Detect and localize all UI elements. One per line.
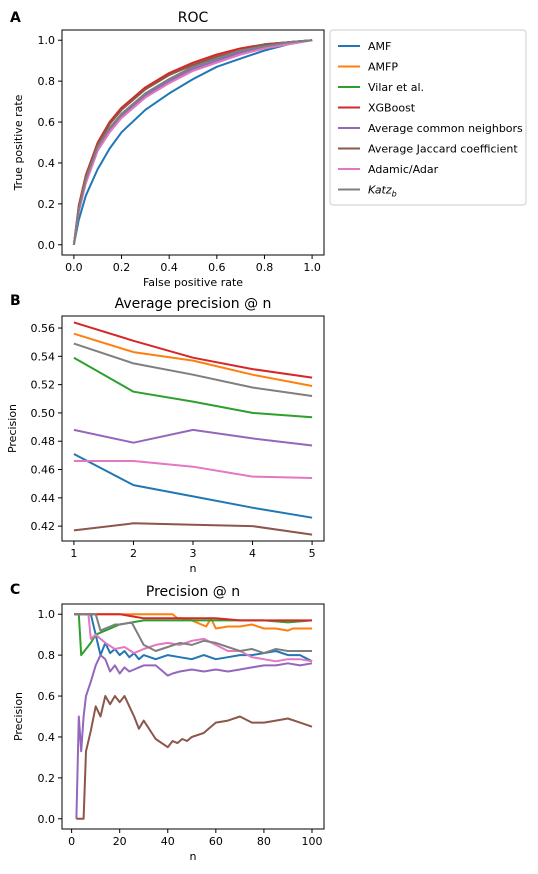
- chart-title: Average precision @ n: [115, 296, 272, 312]
- y-tick-label: 0.54: [31, 350, 56, 363]
- series-line-amf: [72, 39, 313, 245]
- legend-label: Katzb: [368, 184, 397, 199]
- legend-label: Adamic/Adar: [368, 163, 439, 176]
- series-line-3: [73, 321, 313, 379]
- y-tick-label: 0.2: [38, 198, 56, 211]
- panel-letter: C: [10, 582, 20, 598]
- series-line-5: [73, 522, 313, 536]
- chart-title: Precision @ n: [146, 584, 240, 600]
- y-tick-label: 0.6: [38, 690, 56, 703]
- panel-c: C Precision @ n 0 20 40 60 80 100 0.0 0.2 0.4 0.6 0.…: [10, 582, 325, 863]
- x-tick-label: 40: [161, 835, 175, 848]
- y-tick-label: 0.6: [38, 116, 56, 129]
- x-tick-label: 0.6: [208, 261, 226, 274]
- y-tick-label: 0.8: [38, 649, 56, 662]
- series-line-4: [75, 654, 313, 819]
- plot-frame: [61, 603, 325, 830]
- legend-label: Vilar et al.: [368, 81, 424, 94]
- y-tick-label: 0.46: [31, 464, 56, 477]
- x-tick-label: 100: [301, 835, 322, 848]
- plot-frame: [61, 315, 325, 542]
- x-tick-label: 60: [209, 835, 223, 848]
- x-axis-label: n: [190, 850, 197, 863]
- legend-label: Average Jaccard coefficient: [368, 143, 518, 156]
- y-tick-label: 0.56: [31, 322, 56, 335]
- panel-letter: B: [10, 293, 21, 309]
- series-line-2: [73, 356, 313, 419]
- x-tick-label: 0.8: [256, 261, 274, 274]
- legend-label: AMF: [368, 40, 391, 53]
- y-tick-label: 0.50: [31, 407, 56, 420]
- y-tick-label: 0.2: [38, 772, 56, 785]
- x-tick-label: 20: [113, 835, 127, 848]
- series-line-7: [74, 613, 312, 655]
- legend: AMF AMFP Vilar et al. XGBoost Average common…: [329, 29, 527, 206]
- y-tick-label: 1.0: [38, 34, 56, 47]
- y-tick-label: 0.52: [31, 379, 56, 392]
- x-tick-label: 1: [70, 547, 77, 560]
- x-tick-label: 1.0: [303, 261, 321, 274]
- y-tick-label: 0.0: [38, 239, 56, 252]
- series-line-6: [74, 613, 313, 663]
- x-tick-label: 0.4: [160, 261, 178, 274]
- y-tick-label: 0.8: [38, 75, 56, 88]
- y-tick-label: 1.0: [38, 608, 56, 621]
- series-line-3: [74, 613, 312, 622]
- x-tick-label: 80: [257, 835, 271, 848]
- panel-a: A ROC 0.0 0.2 0.4 0.6 0.8 1.0 0.0 0.2 0.4 0.6 0.8 1.0…: [10, 10, 527, 289]
- x-axis-label: False positive rate: [143, 276, 243, 289]
- legend-label: AMFP: [368, 61, 398, 74]
- x-tick-label: 0.2: [113, 261, 131, 274]
- series-line-adamic-adar: [72, 39, 313, 245]
- plot-frame: [61, 29, 325, 256]
- series-line-6: [73, 460, 313, 479]
- legend-box: [329, 29, 527, 206]
- y-axis-label: Precision: [12, 692, 25, 741]
- x-tick-label: 4: [249, 547, 256, 560]
- y-tick-label: 0.4: [38, 157, 56, 170]
- chart-title: ROC: [178, 10, 209, 26]
- y-tick-label: 0.44: [31, 492, 56, 505]
- x-tick-label: 2: [130, 547, 137, 560]
- y-axis-label: True positive rate: [12, 94, 25, 191]
- series-line-1: [73, 332, 313, 387]
- x-tick-label: 0.0: [65, 261, 83, 274]
- x-tick-label: 0: [68, 835, 75, 848]
- y-tick-label: 0.0: [38, 813, 56, 826]
- x-axis-label: n: [190, 562, 197, 575]
- series-line-0: [74, 613, 313, 663]
- series-line-5: [76, 695, 313, 820]
- panel-b: B Average precision @ n 1 2 3 4 5 0.42 0.44 0.46 0…: [6, 293, 325, 575]
- y-tick-label: 0.4: [38, 731, 56, 744]
- y-tick-label: 0.48: [31, 435, 56, 448]
- series-line-katz-b: [72, 39, 313, 245]
- legend-label: XGBoost: [368, 102, 416, 115]
- y-axis-label: Precision: [6, 404, 19, 453]
- x-tick-label: 3: [190, 547, 197, 560]
- y-tick-label: 0.42: [31, 520, 56, 533]
- legend-label: Average common neighbors: [368, 122, 523, 135]
- panel-letter: A: [10, 10, 21, 26]
- series-line-0: [73, 453, 313, 519]
- series-line-7: [73, 342, 313, 397]
- x-tick-label: 5: [309, 547, 316, 560]
- series-line-4: [73, 428, 313, 447]
